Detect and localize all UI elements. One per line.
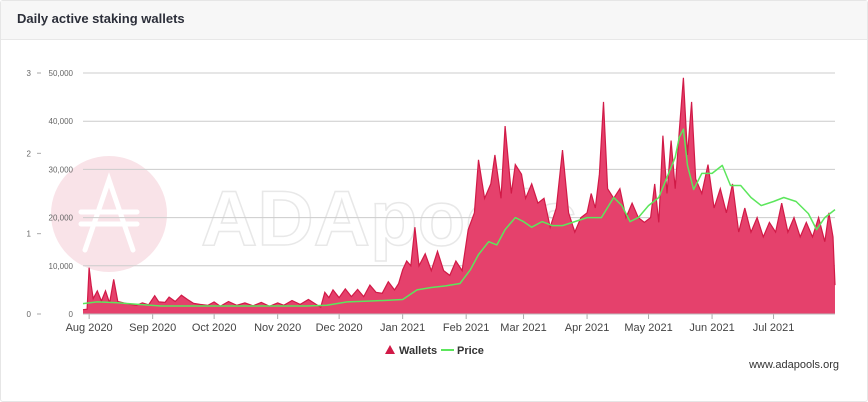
y-right-tick-label: 30,000 [49,165,74,174]
cardano-ada-icon [78,172,140,253]
x-tick-label: Sep 2020 [129,322,176,334]
legend-wallets-marker [385,345,395,354]
x-tick-label: Nov 2020 [254,322,301,334]
legend[interactable]: Wallets Price [385,345,484,357]
y-left-tick-label: 3 [27,69,32,78]
x-tick-label: Jul 2021 [753,322,795,334]
series-layer [82,77,836,314]
legend-wallets-label: Wallets [399,345,437,357]
page-title: Daily active staking wallets [17,11,185,26]
x-tick-label: Apr 2021 [565,322,610,334]
y-right-tick-label: 40,000 [49,117,74,126]
x-tick-label: Feb 2021 [443,322,489,334]
x-tick-label: Aug 2020 [66,322,113,334]
axes: 0 1 2 3 0 10,000 20,000 30,000 40,000 50,000 Aug 2… [27,69,835,334]
y-right-tick-label: 50,000 [49,69,74,78]
site-credit[interactable]: www.adapools.org [749,359,839,371]
y-left-tick-label: 2 [27,149,32,158]
x-tick-label: May 2021 [624,322,672,334]
legend-price-label: Price [457,345,484,357]
chart-svg: ADApools 0123010,00020,00030,00040,00050… [27,69,836,357]
x-tick-label: Jan 2021 [380,322,425,334]
x-tick-label: Dec 2020 [316,322,363,334]
wallets-area [83,77,835,314]
x-tick-label: Jun 2021 [689,322,734,334]
y-left-tick-label: 1 [27,230,32,239]
x-tick-label: Oct 2020 [192,322,237,334]
wallets-line [82,77,836,311]
ada-glyph-stroke [82,172,136,253]
y-right-tick-label: 20,000 [49,214,74,223]
card-header: Daily active staking wallets [1,1,867,40]
price-line [82,128,836,307]
y-right-tick-label: 0 [69,310,74,319]
y-right-tick-label: 10,000 [49,262,74,271]
x-tick-label: Mar 2021 [500,322,546,334]
y-left-tick-label: 0 [27,310,32,319]
